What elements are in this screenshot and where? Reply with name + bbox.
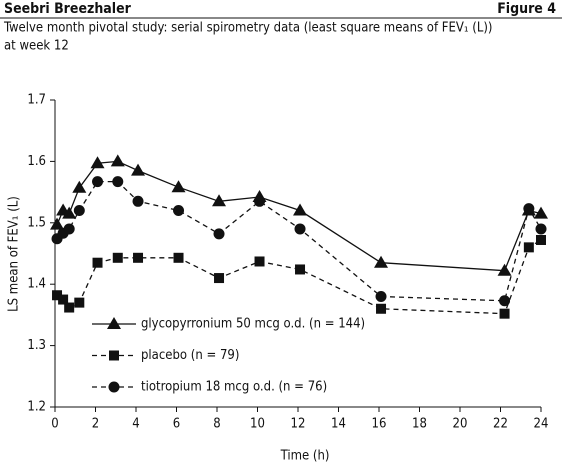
x-tick-label: 8	[213, 417, 220, 432]
marker-square	[295, 264, 306, 275]
marker-triangle	[72, 180, 87, 193]
marker-triangle	[171, 180, 186, 193]
marker-square	[64, 302, 75, 313]
marker-square	[536, 234, 546, 245]
marker-square	[523, 242, 534, 253]
marker-circle	[535, 223, 547, 235]
marker-triangle	[110, 154, 125, 167]
legend-label: tiotropium 18 mcg o.d. (n = 76)	[141, 380, 327, 395]
marker-circle	[63, 223, 75, 235]
chart-title: Twelve month pivotal study: serial spiro…	[3, 21, 492, 36]
x-tick-label: 12	[291, 417, 306, 432]
marker-circle	[499, 295, 511, 307]
marker-square	[58, 294, 69, 305]
marker-square	[74, 297, 85, 308]
x-tick-label: 24	[534, 417, 549, 432]
legend-label: placebo (n = 79)	[141, 348, 239, 363]
marker-triangle	[212, 194, 227, 207]
x-tick-label: 2	[92, 417, 99, 432]
x-tick-label: 20	[453, 417, 468, 432]
marker-triangle	[90, 156, 105, 169]
marker-circle	[132, 195, 144, 207]
marker-triangle	[50, 217, 65, 230]
marker-triangle	[293, 203, 308, 216]
legend-marker	[108, 381, 120, 393]
legend-marker	[107, 317, 121, 329]
marker-square	[499, 308, 510, 319]
x-tick-label: 22	[493, 417, 508, 432]
legend-label: glycopyrronium 50 mcg o.d. (n = 144)	[141, 317, 365, 332]
marker-circle	[294, 223, 306, 235]
marker-square	[376, 303, 387, 314]
marker-circle	[254, 195, 266, 207]
x-tick-label: 10	[250, 417, 265, 432]
y-tick-label: 1.3	[27, 338, 46, 353]
marker-square	[173, 252, 184, 263]
marker-square	[214, 273, 225, 284]
x-tick-label: 6	[173, 417, 180, 432]
x-tick-label: 4	[132, 417, 139, 432]
figure-label: Figure 4	[497, 1, 556, 17]
marker-square	[254, 256, 265, 267]
x-axis-label: Time (h)	[280, 449, 330, 464]
marker-triangle	[534, 206, 548, 219]
chart-subtitle: at week 12	[4, 39, 69, 54]
marker-circle	[375, 290, 387, 302]
marker-triangle	[497, 263, 512, 276]
x-tick-label: 14	[331, 417, 346, 432]
marker-square	[133, 252, 144, 263]
y-tick-label: 1.7	[27, 93, 46, 108]
marker-circle	[523, 203, 535, 215]
y-tick-label: 1.4	[27, 277, 46, 292]
marker-circle	[92, 176, 104, 188]
y-tick-label: 1.5	[27, 215, 46, 230]
marker-square	[112, 252, 123, 263]
x-tick-label: 18	[412, 417, 427, 432]
marker-circle	[173, 205, 185, 217]
marker-circle	[73, 205, 85, 217]
legend-marker	[109, 350, 119, 361]
marker-circle	[112, 176, 124, 188]
x-tick-label: 0	[51, 417, 58, 432]
marker-triangle	[374, 255, 389, 268]
series-line	[56, 160, 542, 272]
series-line	[56, 239, 542, 315]
y-tick-label: 1.2	[27, 400, 46, 415]
y-axis-label: LS mean of FEV₁ (L)	[7, 196, 22, 312]
marker-triangle	[62, 206, 77, 219]
marker-square	[52, 290, 63, 301]
marker-triangle	[131, 163, 146, 176]
header: Seebri Breezhaler	[4, 1, 132, 17]
series-line	[56, 181, 542, 302]
x-tick-label: 16	[372, 417, 387, 432]
marker-circle	[213, 228, 225, 240]
marker-square	[92, 257, 103, 268]
y-tick-label: 1.6	[27, 154, 46, 169]
